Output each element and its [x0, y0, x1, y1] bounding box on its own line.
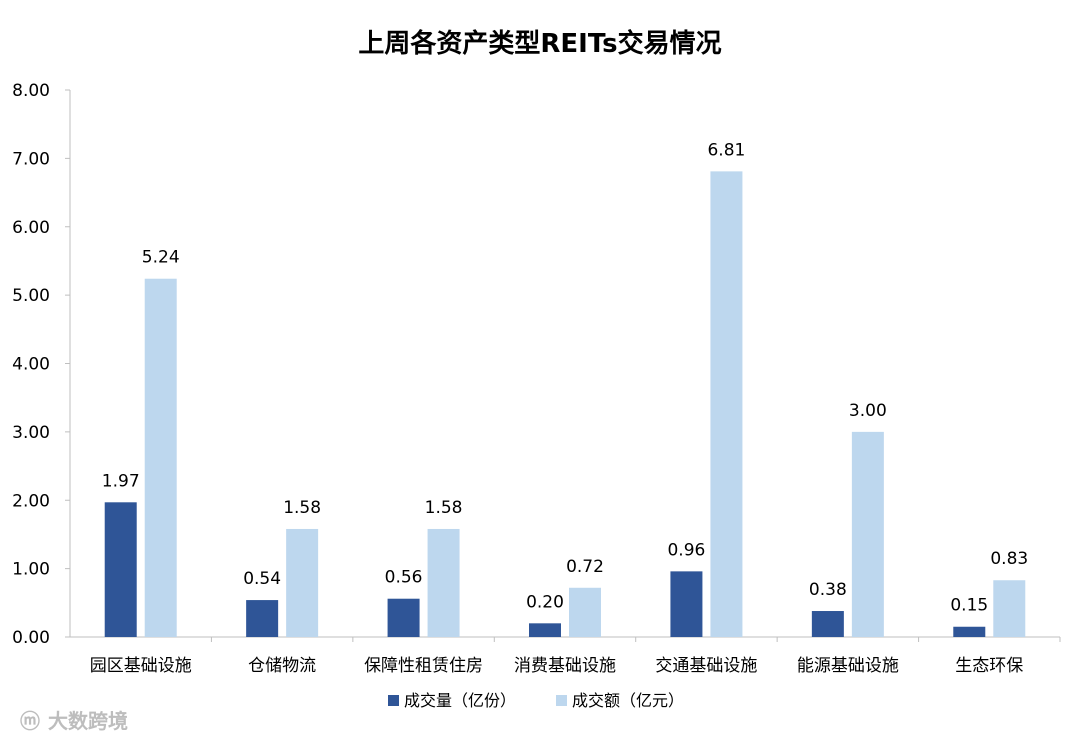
chart-data-labels: 1.97 5.24 0.54 1.58 0.56 1.58 0.200.72 0.96 6.81…	[102, 140, 1028, 615]
legend-label: 成交量（亿份）	[404, 691, 516, 710]
data-label: 5.24	[142, 248, 180, 268]
bar-amount	[144, 278, 177, 637]
bar-amount	[569, 587, 601, 637]
data-label: 6.81	[707, 140, 745, 160]
x-category-label: 园区基础设施	[90, 656, 192, 676]
y-tick-label: 3.00	[12, 423, 50, 443]
bar-amount	[427, 528, 460, 637]
data-label: 0.38	[809, 580, 847, 600]
data-label: 1.97	[102, 471, 140, 491]
data-label: 1.58	[425, 498, 463, 518]
watermark-logo-icon: ⓜ	[20, 709, 40, 733]
y-tick-label: 0.00	[12, 628, 50, 648]
data-label: 0.83	[990, 549, 1028, 569]
x-category-label: 消费基础设施	[514, 656, 616, 676]
bar-volume	[953, 626, 986, 637]
bar-volume	[529, 623, 561, 637]
y-tick-label: 8.00	[12, 81, 50, 101]
chart-bars	[104, 171, 1026, 637]
bar-amount	[851, 431, 884, 637]
bar-amount	[710, 171, 743, 637]
y-tick-label: 7.00	[12, 149, 50, 169]
y-tick-label: 1.00	[12, 560, 50, 580]
data-label: 0.15	[950, 596, 988, 616]
chart-category-labels: 园区基础设施 仓储物流 保障性租赁住房 消费基础设施 交通基础设施 能源基础设施 生态环保	[90, 656, 1024, 676]
x-category-label: 保障性租赁住房	[364, 656, 483, 676]
data-label: 1.58	[283, 498, 321, 518]
chart-title: 上周各资产类型REITs交易情况	[358, 28, 721, 59]
data-label: 0.54	[243, 569, 281, 589]
bar-volume	[246, 600, 279, 637]
y-tick-label: 4.00	[12, 355, 50, 375]
x-category-label: 生态环保	[955, 656, 1023, 676]
bar-volume	[811, 611, 844, 637]
legend-swatch	[388, 695, 399, 706]
bar-volume	[104, 502, 137, 637]
watermark-text: 大数跨境	[48, 709, 128, 733]
legend-swatch	[556, 695, 567, 706]
x-category-label: 能源基础设施	[797, 656, 899, 676]
data-label: 3.00	[849, 401, 887, 421]
x-category-label: 交通基础设施	[655, 656, 757, 676]
y-tick-label: 5.00	[12, 286, 50, 306]
watermark: ⓜ 大数跨境	[20, 709, 128, 733]
chart-legend: 成交量（亿份） 成交额（亿元）	[388, 691, 684, 710]
bar-amount	[286, 528, 319, 637]
data-label: 0.72	[566, 557, 604, 577]
bar-amount	[993, 580, 1026, 637]
y-tick-label: 2.00	[12, 491, 50, 511]
data-label: 0.96	[667, 540, 705, 560]
x-category-label: 仓储物流	[248, 656, 316, 676]
y-tick-label: 6.00	[12, 218, 50, 238]
data-label: 0.20	[526, 592, 564, 612]
bar-volume	[670, 571, 703, 637]
legend-label: 成交额（亿元）	[572, 691, 684, 710]
bar-volume	[387, 598, 420, 637]
data-label: 0.56	[385, 568, 423, 588]
chart-axes: 0.00 1.00 2.00 3.00 4.00 5.00 6.00 7.00 8.00	[12, 81, 1061, 648]
